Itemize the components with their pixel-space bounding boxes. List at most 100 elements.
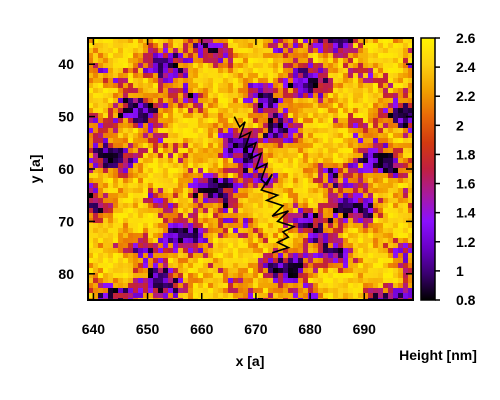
heatmap-cell (208, 128, 214, 134)
heatmap-cell (328, 183, 334, 189)
heatmap-cell (183, 83, 189, 89)
heatmap-cell (173, 233, 179, 239)
heatmap-cell (183, 278, 189, 284)
heatmap-cell (228, 208, 234, 214)
heatmap-cell (253, 83, 259, 89)
heatmap-cell (93, 123, 99, 129)
heatmap-cell (88, 238, 94, 244)
heatmap-cell (123, 228, 129, 234)
heatmap-cell (383, 78, 389, 84)
heatmap-cell (343, 73, 349, 79)
heatmap-cell (283, 68, 289, 74)
heatmap-cell (123, 153, 129, 159)
heatmap-cell (333, 168, 339, 174)
heatmap-cell (263, 133, 269, 139)
heatmap-cell (293, 243, 299, 249)
heatmap-cell (288, 123, 294, 129)
heatmap-cell (88, 68, 94, 74)
heatmap-cell (248, 183, 254, 189)
heatmap-cell (218, 173, 224, 179)
heatmap-cell (338, 198, 344, 204)
heatmap-cell (173, 53, 179, 59)
heatmap-cell (263, 73, 269, 79)
heatmap-cell (143, 103, 149, 109)
heatmap-cell (163, 53, 169, 59)
heatmap-cell (378, 68, 384, 74)
heatmap-cell (98, 73, 104, 79)
heatmap-cell (403, 148, 409, 154)
heatmap-cell (403, 118, 409, 124)
heatmap-cell (98, 118, 104, 124)
heatmap-cell (303, 278, 309, 284)
heatmap-cell (118, 153, 124, 159)
heatmap-cell (158, 93, 164, 99)
heatmap-cell (308, 163, 314, 169)
heatmap-cell (88, 98, 94, 104)
heatmap-cell (103, 243, 109, 249)
heatmap-cell (293, 88, 299, 94)
heatmap-cell (153, 63, 159, 69)
heatmap-cell (98, 148, 104, 154)
heatmap-cell (198, 73, 204, 79)
heatmap-cell (278, 163, 284, 169)
heatmap-cell (353, 83, 359, 89)
heatmap-cell (383, 183, 389, 189)
heatmap-cell (263, 113, 269, 119)
heatmap-cell (168, 118, 174, 124)
heatmap-cell (248, 128, 254, 134)
heatmap-cell (183, 53, 189, 59)
heatmap-cell (383, 148, 389, 154)
heatmap-cell (153, 238, 159, 244)
heatmap-cell (93, 223, 99, 229)
heatmap-cell (223, 188, 229, 194)
heatmap-cell (373, 288, 379, 294)
heatmap-cell (93, 258, 99, 264)
heatmap-cell (188, 63, 194, 69)
heatmap-cell (328, 73, 334, 79)
heatmap-cell (263, 53, 269, 59)
heatmap-cell (363, 58, 369, 64)
heatmap-cell (143, 113, 149, 119)
heatmap-cell (233, 223, 239, 229)
heatmap-cell (398, 58, 404, 64)
heatmap-cell (203, 213, 209, 219)
heatmap-cell (198, 93, 204, 99)
heatmap-cell (128, 143, 134, 149)
heatmap-cell (273, 93, 279, 99)
heatmap-cell (358, 108, 364, 114)
heatmap-cell (163, 58, 169, 64)
heatmap-cell (293, 188, 299, 194)
heatmap-cell (128, 233, 134, 239)
heatmap-cell (268, 278, 274, 284)
heatmap-cell (128, 283, 134, 289)
heatmap-cell (173, 48, 179, 54)
heatmap-cell (88, 198, 94, 204)
heatmap-cell (143, 293, 149, 299)
heatmap-cell (208, 103, 214, 109)
heatmap-cell (298, 238, 304, 244)
heatmap-cell (193, 253, 199, 259)
heatmap-cell (183, 178, 189, 184)
heatmap-cell (388, 293, 394, 299)
heatmap-cell (298, 223, 304, 229)
heatmap-cell (313, 38, 319, 44)
heatmap-cell (98, 68, 104, 74)
heatmap-cell (303, 63, 309, 69)
heatmap-cell (233, 93, 239, 99)
heatmap-cell (153, 78, 159, 84)
heatmap-cell (373, 258, 379, 264)
heatmap-cell (238, 63, 244, 69)
heatmap-cell (348, 83, 354, 89)
heatmap-cell (183, 68, 189, 74)
heatmap-cell (213, 238, 219, 244)
heatmap-cell (328, 143, 334, 149)
heatmap-cell (113, 173, 119, 179)
heatmap-cell (208, 63, 214, 69)
heatmap-cell (343, 228, 349, 234)
heatmap-cell (313, 63, 319, 69)
heatmap-cell (263, 143, 269, 149)
heatmap-cell (353, 278, 359, 284)
heatmap-cell (323, 183, 329, 189)
heatmap-cell (268, 263, 274, 269)
heatmap-cell (203, 193, 209, 199)
